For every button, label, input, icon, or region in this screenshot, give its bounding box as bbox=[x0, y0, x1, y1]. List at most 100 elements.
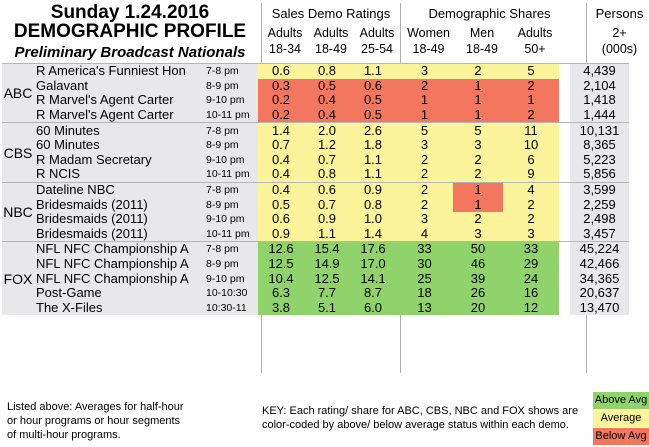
metric-cell: 3 bbox=[396, 211, 453, 227]
metric-cell: 50 bbox=[453, 241, 503, 257]
time-slot: 7-8 pm bbox=[206, 181, 258, 198]
persons-cell: 8,365 bbox=[570, 137, 629, 153]
column-header-text: 25-54 bbox=[361, 42, 393, 56]
metric-cell: 33 bbox=[396, 241, 453, 257]
table-row: Post-Game 10-10:30 6.3 7.7 8.7 18 26 16 20,637 bbox=[2, 285, 629, 301]
metric-cell: 6.3 bbox=[258, 285, 304, 301]
metric-cell: 2 bbox=[453, 62, 503, 79]
metric-cell: 1.2 bbox=[304, 137, 350, 153]
time-slot: 10-11 pm bbox=[206, 226, 258, 242]
metric-cell: 10 bbox=[503, 137, 559, 153]
time-slot: 8-9 pm bbox=[206, 256, 258, 272]
persons-cell: 13,470 bbox=[570, 300, 629, 316]
table-row: R Madam Secretary 9-10 pm 0.4 0.7 1.1 2 2 6 5,22… bbox=[2, 152, 629, 168]
spacer bbox=[559, 122, 570, 138]
metric-cell: 0.4 bbox=[304, 107, 350, 123]
metric-cell: 16 bbox=[503, 285, 559, 301]
metric-cell: 0.5 bbox=[304, 78, 350, 94]
persons-cell: 10,131 bbox=[570, 122, 629, 138]
color-key-text: KEY: Each rating/ share for ABC, CBS, NB… bbox=[262, 405, 579, 431]
table-row: Bridesmaids (2011) 9-10 pm 0.6 0.9 1.0 3 2 2 2,4… bbox=[2, 211, 629, 227]
metric-cell: 0.4 bbox=[258, 152, 304, 168]
metric-cell: 0.7 bbox=[258, 137, 304, 153]
metric-cell: 2 bbox=[503, 211, 559, 227]
metric-cell: 13 bbox=[396, 300, 453, 316]
spacer bbox=[559, 212, 570, 227]
metric-cell: 1 bbox=[503, 93, 559, 108]
spacer bbox=[559, 271, 570, 286]
metric-cell: 0.6 bbox=[258, 62, 304, 79]
metric-cell: 3 bbox=[453, 137, 503, 153]
column-header-text: Adults bbox=[267, 26, 303, 40]
metric-cell: 2 bbox=[396, 167, 453, 183]
spacer bbox=[559, 79, 570, 94]
metric-cell: 0.8 bbox=[304, 62, 350, 79]
metric-cell: 0.6 bbox=[258, 211, 304, 227]
spacer bbox=[559, 167, 570, 182]
metric-cell: 0.4 bbox=[258, 181, 304, 198]
table-row: R NCIS 10-11 pm 0.4 0.8 1.1 2 2 9 5,856 bbox=[2, 167, 629, 183]
show-name: Post-Game bbox=[34, 285, 206, 301]
table-row: ABC R America's Funniest Hon 7-8 pm 0.6 0.8 1… bbox=[2, 62, 629, 123]
persons-cell: 2,104 bbox=[570, 78, 629, 94]
spacer bbox=[559, 227, 570, 242]
metric-cell: 4 bbox=[396, 226, 453, 242]
persons-cell: 5,223 bbox=[570, 152, 629, 168]
table-row: NBC Dateline NBC 7-8 pm 0.4 0.6 0.9 2 1 4 3,599 bbox=[2, 181, 629, 242]
metric-cell: 2 bbox=[503, 197, 559, 212]
metric-cell: 1.1 bbox=[350, 167, 396, 183]
metric-cell: 30 bbox=[396, 256, 453, 272]
metric-cell: 2 bbox=[453, 152, 503, 168]
metric-cell: 0.7 bbox=[304, 152, 350, 168]
persons-cell: 3,457 bbox=[570, 226, 629, 242]
persons-cell: 45,224 bbox=[570, 241, 629, 257]
metric-cell: 12 bbox=[503, 300, 559, 316]
network-label: NBC bbox=[2, 181, 34, 242]
metric-cell: 2 bbox=[396, 181, 453, 198]
persons-cell: 2,498 bbox=[570, 211, 629, 227]
column-header-text: 50+ bbox=[524, 42, 546, 56]
metric-cell: 5 bbox=[503, 62, 559, 79]
show-name: The X-Files bbox=[34, 300, 206, 316]
table-row: NFL NFC Championship A 8-9 pm 12.5 14.9 17.0… bbox=[2, 256, 629, 272]
metric-cell: 0.2 bbox=[258, 93, 304, 108]
persons-cell: 42,466 bbox=[570, 256, 629, 272]
spacer bbox=[559, 181, 570, 198]
metric-cell: 12.5 bbox=[258, 256, 304, 272]
legend-swatch: Above Avg bbox=[593, 392, 649, 409]
table-row: CBS 60 Minutes 7-8 pm 1.4 2.0 2.6 5 5 11 10,131 bbox=[2, 122, 629, 183]
metric-cell: 10.4 bbox=[258, 271, 304, 286]
persons-cell: 1,444 bbox=[570, 107, 629, 123]
spacer bbox=[559, 301, 570, 316]
network-label: ABC bbox=[2, 62, 34, 123]
column-header-text: 18-49 bbox=[466, 42, 498, 56]
legend-swatch: Average bbox=[593, 410, 649, 427]
metric-cell: 20 bbox=[453, 300, 503, 316]
metric-cell: 12.5 bbox=[304, 271, 350, 286]
show-name: Dateline NBC bbox=[34, 181, 206, 198]
show-name: Galavant bbox=[34, 78, 206, 94]
metric-cell: 17.0 bbox=[350, 256, 396, 272]
column-header-text: Men bbox=[469, 26, 495, 40]
show-name: Bridesmaids (2011) bbox=[34, 197, 206, 212]
column-header-text: Adults bbox=[359, 26, 395, 40]
persons-cell: 20,637 bbox=[570, 285, 629, 301]
column-header-text: 18-49 bbox=[412, 42, 445, 56]
spacer bbox=[559, 153, 570, 168]
spacer bbox=[559, 257, 570, 272]
persons-cell: 2,259 bbox=[570, 197, 629, 212]
persons-cell: 3,599 bbox=[570, 181, 629, 198]
show-name: NFL NFC Championship A bbox=[34, 256, 206, 272]
show-name: NFL NFC Championship A bbox=[34, 271, 206, 286]
metric-cell: 1.0 bbox=[350, 211, 396, 227]
time-slot: 8-9 pm bbox=[206, 197, 258, 212]
metric-cell: 2 bbox=[396, 152, 453, 168]
time-slot: 8-9 pm bbox=[206, 137, 258, 153]
metric-cell: 3 bbox=[396, 137, 453, 153]
metric-cell: 11 bbox=[503, 122, 559, 138]
metric-cell: 1 bbox=[453, 197, 503, 212]
network-label: CBS bbox=[2, 122, 34, 183]
metric-cell: 1.4 bbox=[350, 226, 396, 242]
table-row: NFL NFC Championship A 9-10 pm 10.4 12.5 14.… bbox=[2, 271, 629, 286]
metric-cell: 0.4 bbox=[304, 93, 350, 108]
